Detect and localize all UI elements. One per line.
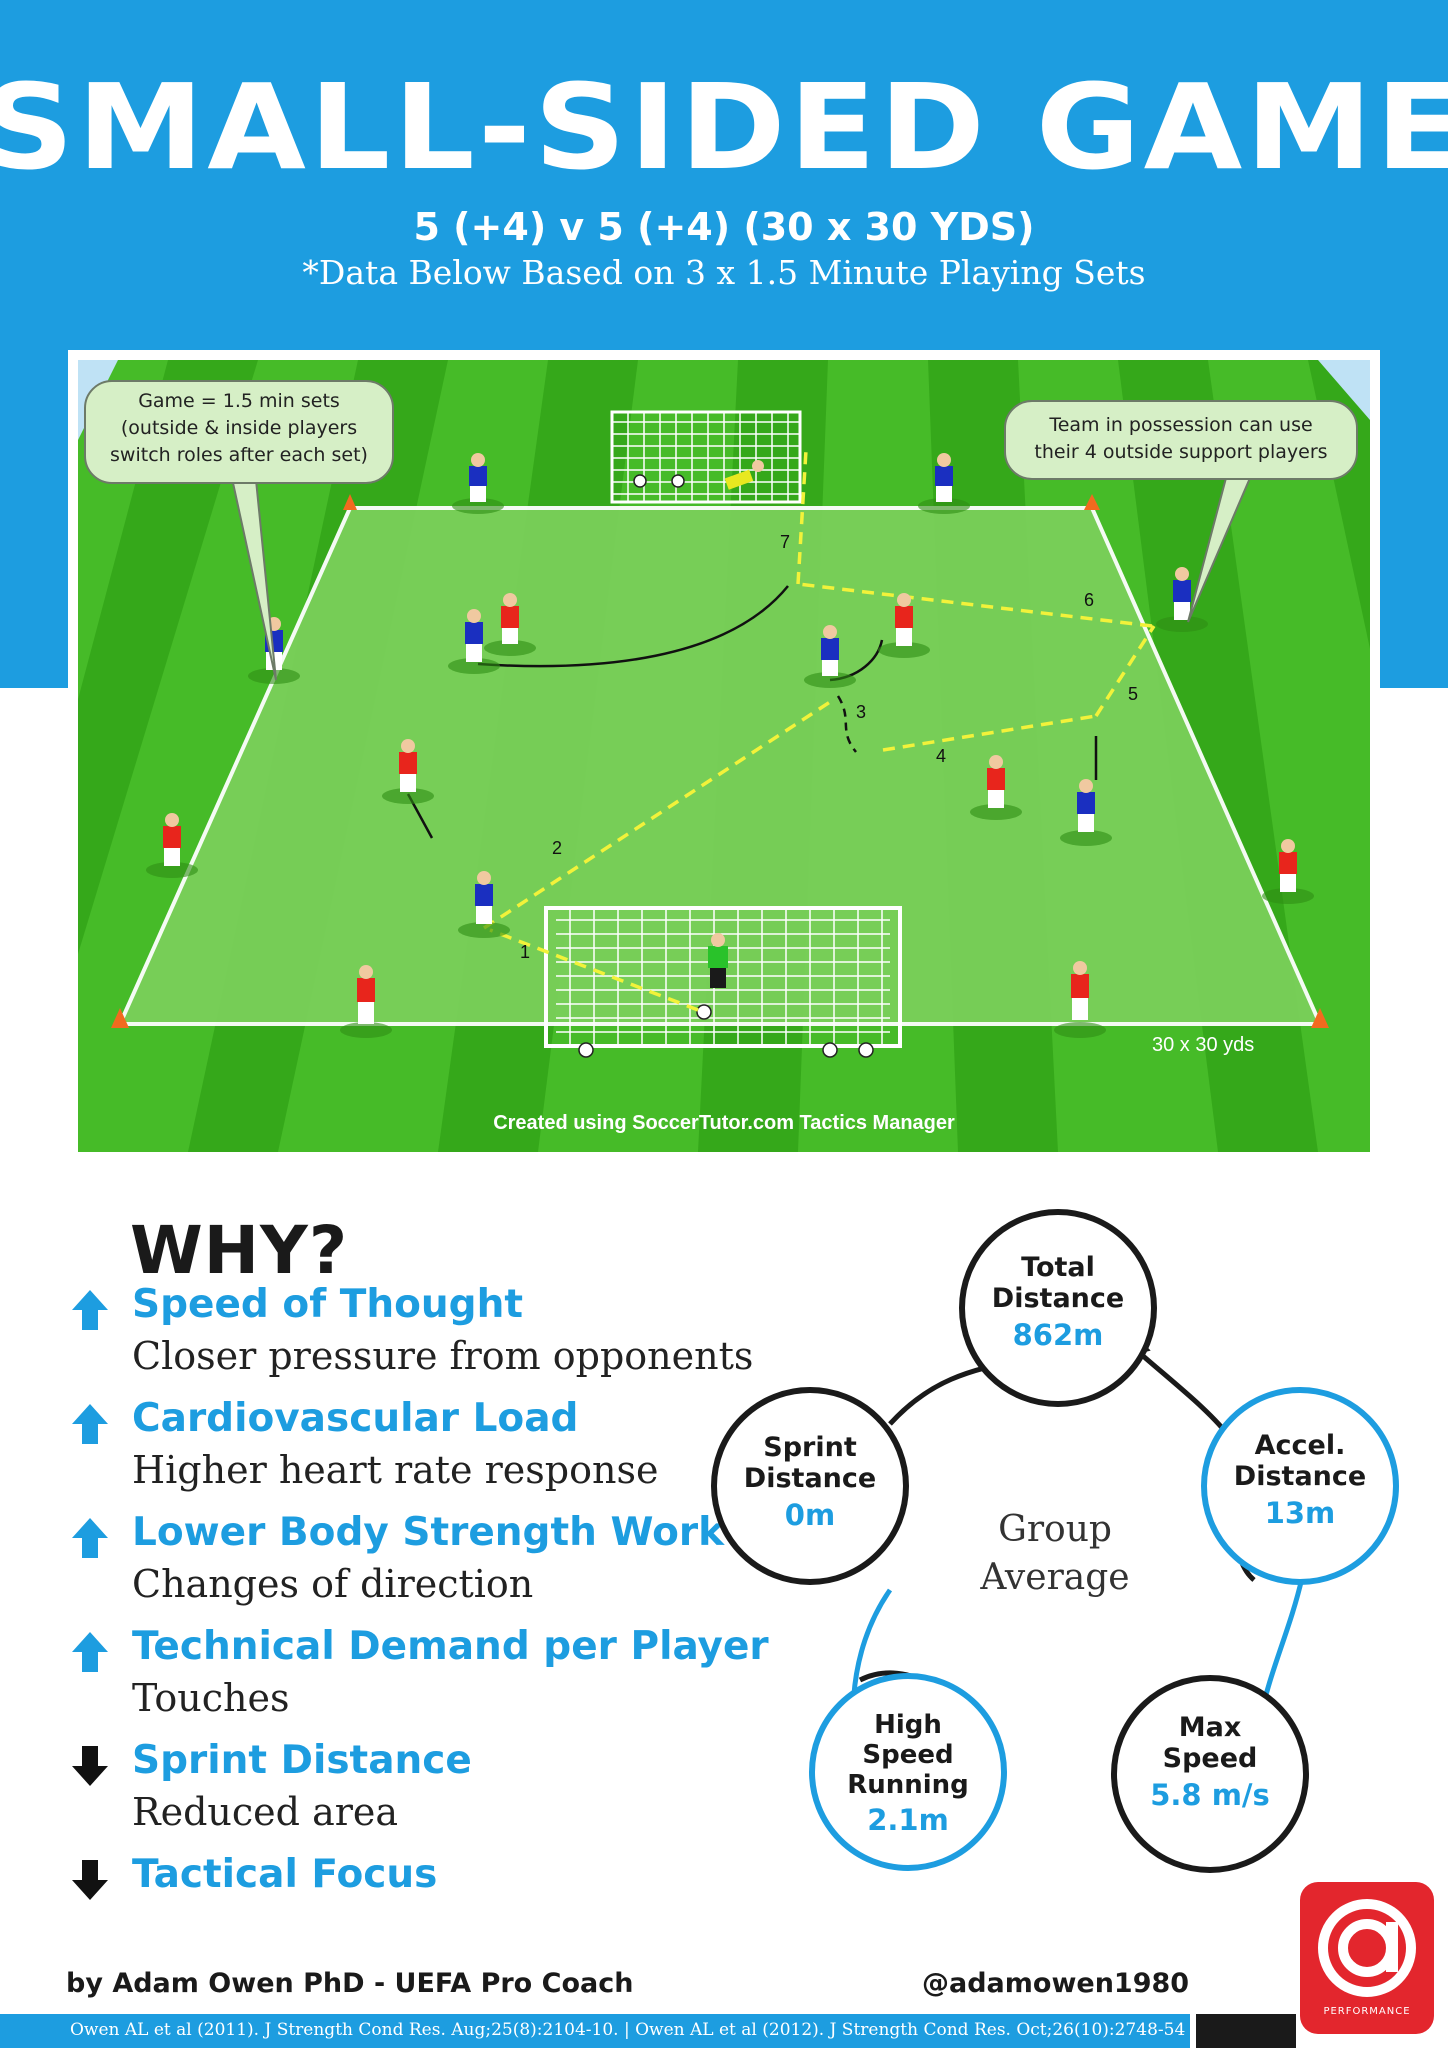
why-item-heading: Tactical Focus	[132, 1852, 438, 1897]
data-note: *Data Below Based on 3 x 1.5 Minute Play…	[302, 253, 1146, 292]
citation-text: Owen AL et al (2011). J Strength Cond Re…	[70, 2020, 1186, 2040]
callout-sets: Game = 1.5 min sets (outside & inside pl…	[84, 380, 394, 484]
arrow-down-icon	[72, 1746, 108, 1786]
pitch-size-label: 30 x 30 yds	[1152, 1034, 1255, 1056]
cycle-node-accel-distance-text: Accel. Distance 13m	[1233, 1430, 1367, 1530]
cycle-center-label: Group Average	[980, 1509, 1130, 1598]
cycle-node-sprint-distance	[711, 1387, 909, 1585]
pass-number-1: 1	[520, 942, 531, 962]
arrow-up-icon	[72, 1404, 108, 1444]
arrow-up-icon	[72, 1632, 108, 1672]
cycle-node-accel-distance	[1201, 1387, 1399, 1585]
cycle-node-total-distance-text: Total Distance 862m	[991, 1252, 1125, 1352]
pass-number-5: 5	[1128, 684, 1139, 704]
why-item-heading: Technical Demand per Player	[132, 1624, 769, 1669]
why-item-detail: Reduced area	[132, 1790, 399, 1834]
citation-bar-end	[1196, 2014, 1296, 2048]
pass-number-7: 7	[780, 532, 791, 552]
page-subtitle: 5 (+4) v 5 (+4) (30 x 30 YDS)	[413, 205, 1035, 249]
corner-patch-right	[1318, 360, 1370, 420]
brand-logo: PERFORMANCE	[1300, 1882, 1434, 2034]
why-item-detail: Closer pressure from opponents	[132, 1334, 754, 1378]
why-item-detail: Changes of direction	[132, 1562, 534, 1606]
pitch-credit: Created using SoccerTutor.com Tactics Ma…	[493, 1112, 955, 1134]
author-credit: by Adam Owen PhD - UEFA Pro Coach	[66, 1968, 634, 1999]
page-title: SMALL-SIDED GAME	[0, 58, 1448, 196]
red-players	[146, 593, 1314, 1038]
why-item-heading: Lower Body Strength Work	[132, 1510, 725, 1555]
pass-number-4: 4	[936, 746, 947, 766]
pass-number-6: 6	[1084, 590, 1095, 610]
why-heading: WHY?	[130, 1212, 349, 1289]
balls	[578, 474, 874, 1058]
cycle-node-max-speed	[1111, 1675, 1309, 1873]
why-item-detail: Higher heart rate response	[132, 1448, 659, 1492]
citation-bar	[0, 2014, 1190, 2048]
tactics-diagram: Game = 1.5 min sets (outside & inside pl…	[78, 360, 1370, 1152]
cycle-node-high-speed-running-text: High Speed Running 2.1m	[847, 1710, 969, 1837]
cycle-node-high-speed-running	[809, 1673, 1007, 1871]
arrow-down-icon	[72, 1860, 108, 1900]
cycle-node-sprint-distance-text: Sprint Distance 0m	[743, 1432, 877, 1532]
pass-number-2: 2	[552, 838, 563, 858]
pass-number-3: 3	[856, 702, 867, 722]
cones	[111, 494, 1329, 1028]
group-average-cycle	[711, 1209, 1399, 1873]
goalkeepers	[708, 460, 764, 988]
logo-mark-icon	[1318, 1899, 1416, 1997]
why-item-detail: Touches	[132, 1676, 290, 1720]
cycle-node-total-distance	[959, 1209, 1157, 1407]
social-handle[interactable]: @adamowen1980	[922, 1968, 1190, 1999]
pitch-drawing	[78, 360, 1370, 1152]
arrow-up-icon	[72, 1290, 108, 1330]
callout-support-players: Team in possession can use their 4 outsi…	[1004, 400, 1358, 480]
why-item-heading: Speed of Thought	[132, 1282, 523, 1327]
cycle-node-max-speed-text: Max Speed 5.8 m/s	[1150, 1712, 1270, 1812]
arrow-up-icon	[72, 1518, 108, 1558]
why-item-heading: Sprint Distance	[132, 1738, 472, 1783]
why-item-heading: Cardiovascular Load	[132, 1396, 579, 1441]
logo-text: PERFORMANCE	[1323, 2006, 1411, 2017]
pass-lines	[483, 449, 1156, 1012]
top-goal	[610, 410, 802, 504]
